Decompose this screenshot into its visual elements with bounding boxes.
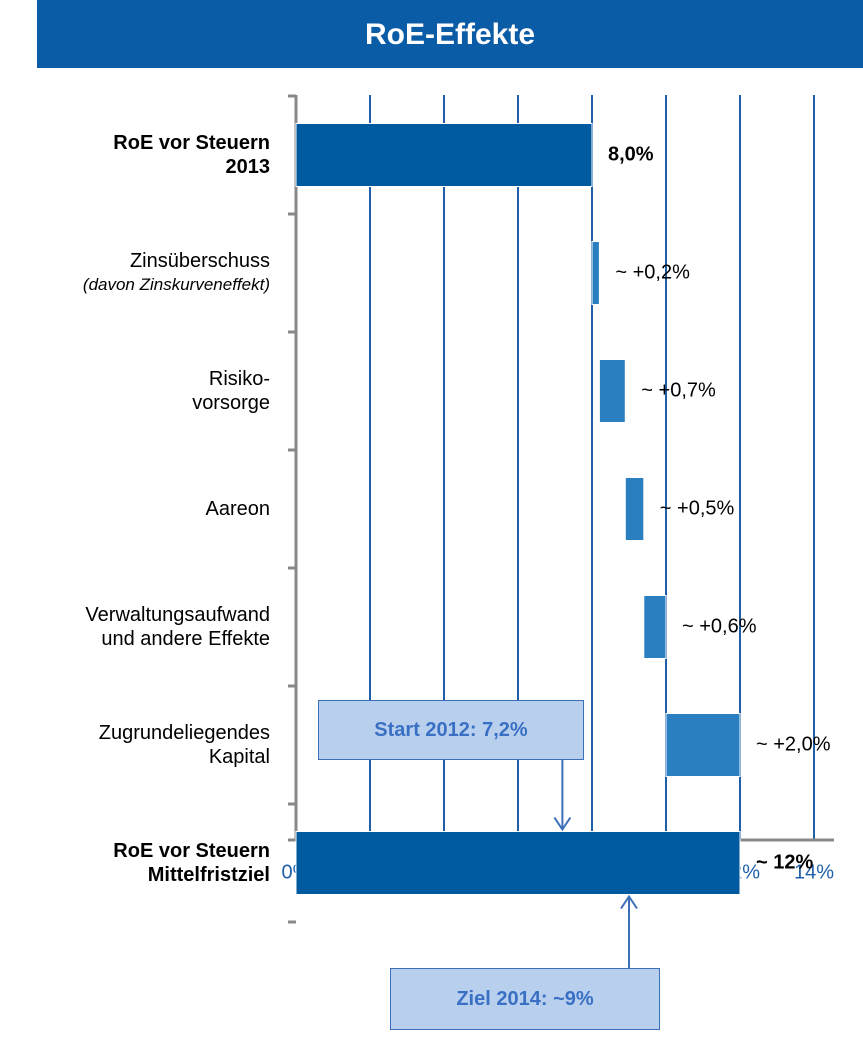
category-note: (davon Zinskurveneffekt) [82, 275, 270, 294]
bar [598, 359, 626, 423]
value-label: ~ +0,6% [682, 615, 757, 637]
bar [591, 241, 600, 305]
arrow-head [620, 894, 638, 910]
value-label: ~ +0,5% [660, 497, 735, 519]
category-label: RoE vor Steuern Mittelfristziel [113, 839, 270, 887]
category-text: Zinsüberschuss [129, 250, 270, 272]
category-label: Aareon [206, 497, 271, 521]
value-label: 8,0% [608, 143, 654, 165]
annotation-box: Start 2012: 7,2% [318, 700, 584, 760]
category-label: Zinsüberschuss (davon Zinskurveneffekt) [83, 249, 270, 297]
value-label: ~ +2,0% [756, 733, 831, 755]
category-text: Zugrundeliegendes Kapital [98, 722, 270, 768]
category-text: RoE vor Steuern Mittelfristziel [113, 840, 270, 886]
category-label: Risiko- vorsorge [192, 367, 270, 415]
category-label: Verwaltungsaufwand und andere Effekte [85, 603, 270, 651]
x-tick-label: 14% [794, 861, 834, 883]
annotation-box: Ziel 2014: ~9% [390, 968, 660, 1030]
category-text: Aareon [205, 498, 271, 520]
category-label: RoE vor Steuern 2013 [113, 131, 270, 179]
category-text: Verwaltungsaufwand und andere Effekte [85, 604, 270, 650]
category-label: Zugrundeliegendes Kapital [99, 721, 270, 769]
title-banner [37, 0, 863, 68]
category-text: Risiko- vorsorge [192, 368, 270, 414]
category-text: RoE vor Steuern 2013 [113, 132, 270, 178]
chart-title: RoE-Effekte [365, 18, 535, 51]
bar [643, 595, 667, 659]
value-label: ~ +0,7% [641, 379, 716, 401]
bar [295, 123, 593, 187]
bar [295, 831, 741, 895]
bar [665, 713, 741, 777]
arrow-head [553, 816, 572, 832]
value-label: ~ 12% [756, 851, 813, 873]
bar [624, 477, 645, 541]
value-label: ~ +0,2% [615, 261, 690, 283]
